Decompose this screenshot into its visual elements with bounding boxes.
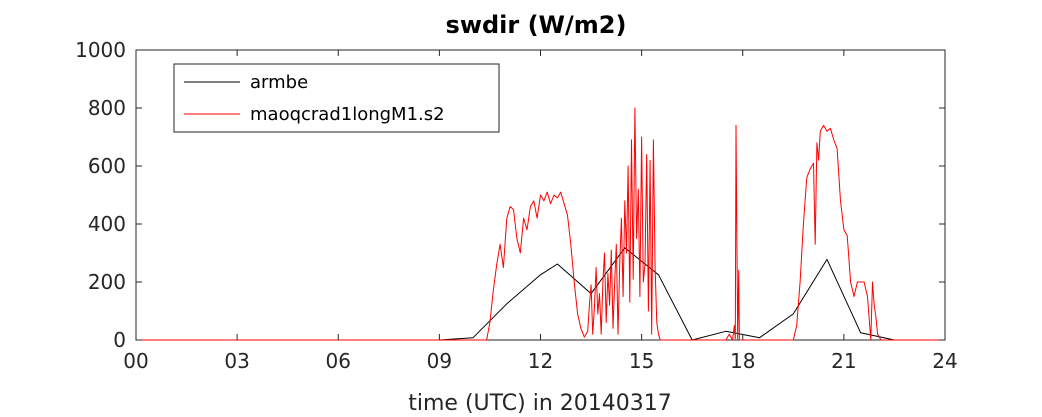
series-line-1 [136,107,945,341]
x-tick-label: 15 [629,349,654,373]
x-axis: 00 03 06 09 12 15 18 21 24 [123,50,958,373]
x-tick-label: 09 [427,349,452,373]
x-tick-label: 21 [831,349,856,373]
y-axis: 0 200 400 600 800 1000 [75,38,945,352]
x-tick-label: 12 [528,349,553,373]
x-tick-label: 06 [326,349,351,373]
y-tick-label: 400 [88,212,126,236]
x-axis-title: time (UTC) in 20140317 [408,391,672,416]
x-tick-label: 18 [730,349,755,373]
x-tick-label: 00 [123,349,148,373]
legend-label: maoqcrad1longM1.s2 [250,104,445,125]
x-tick-label: 03 [224,349,249,373]
y-tick-label: 200 [88,270,126,294]
y-tick-label: 600 [88,154,126,178]
chart-title: swdir (W/m2) [446,11,627,39]
x-tick-label: 24 [932,349,957,373]
legend-label: armbe [250,72,308,93]
y-tick-label: 800 [88,96,126,120]
y-tick-label: 1000 [75,38,126,62]
legend-box [173,63,500,133]
series-group [136,107,945,341]
legend: armbe maoqcrad1longM1.s2 [173,63,500,133]
y-tick-label: 0 [113,328,126,352]
